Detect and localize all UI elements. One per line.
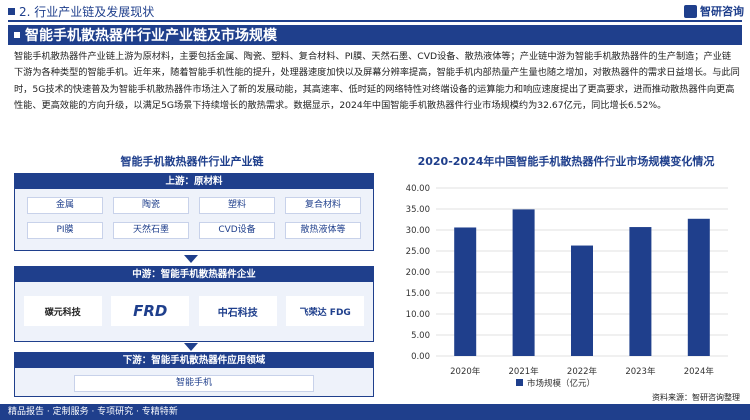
y-tick-label: 25.00 <box>406 247 430 257</box>
y-tick-label: 15.00 <box>406 289 430 299</box>
x-tick-label: 2022年 <box>567 366 598 377</box>
legend-label: 市场规模（亿元） <box>527 378 595 389</box>
company-logo: 中石科技 <box>198 296 277 326</box>
midstream-header: 中游：智能手机散热器件企业 <box>15 267 373 282</box>
x-tick-label: 2023年 <box>625 366 656 377</box>
y-tick-label: 0.00 <box>411 352 430 362</box>
y-tick-label: 20.00 <box>406 268 430 278</box>
company-logo: 飞荣达 FDG <box>286 296 365 326</box>
intro-paragraph: 智能手机散热器件产业链上游为原材料，主要包括金属、陶瓷、塑料、复合材料、PI膜、… <box>14 51 740 112</box>
downstream-header: 下游：智能手机散热器件应用领域 <box>15 353 373 368</box>
y-tick-label: 5.00 <box>411 331 430 341</box>
brand-logo: 智研咨询 <box>684 3 744 19</box>
x-tick-label: 2024年 <box>684 366 715 377</box>
upstream-panel: 上游：原材料 金属 陶瓷 塑料 复合材料 PI膜 天然石墨 CVD设备 散热液体… <box>14 173 374 251</box>
x-tick-label: 2020年 <box>450 366 481 377</box>
footer-bar <box>0 404 750 420</box>
section-title: 2. 行业产业链及发展现状 <box>8 3 154 20</box>
company-logo: FRD <box>111 296 190 326</box>
downstream-panel: 下游：智能手机散热器件应用领域 智能手机 <box>14 352 374 397</box>
upstream-item: 天然石墨 <box>113 222 189 239</box>
bar <box>687 218 710 356</box>
downstream-item: 智能手机 <box>74 375 314 392</box>
down-arrow-icon <box>184 343 198 351</box>
y-tick-label: 35.00 <box>406 205 430 215</box>
chain-title: 智能手机散热器件行业产业链 <box>120 155 264 168</box>
bar <box>571 245 593 356</box>
midstream-panel: 中游：智能手机散热器件企业 碳元科技 FRD 中石科技 飞荣达 FDG <box>14 266 374 342</box>
upstream-item: PI膜 <box>27 222 103 239</box>
upstream-header: 上游：原材料 <box>15 174 373 189</box>
header-divider <box>8 20 742 22</box>
legend-swatch <box>516 379 523 386</box>
upstream-item: 金属 <box>27 197 103 214</box>
market-size-chart: 0.00 5.00 10.00 15.00 20.00 25.00 30.00 35.00 40… <box>406 184 728 389</box>
chart-title: 2020-2024年中国智能手机散热器件行业市场规模变化情况 <box>417 155 715 168</box>
y-tick-label: 10.00 <box>406 310 430 320</box>
upstream-item: 复合材料 <box>285 197 361 214</box>
upstream-item: 塑料 <box>199 197 275 214</box>
bar <box>454 227 477 356</box>
bar <box>512 209 535 356</box>
upstream-item: 散热液体等 <box>285 222 361 239</box>
upstream-item: CVD设备 <box>199 222 275 239</box>
x-tick-label: 2021年 <box>509 366 540 377</box>
y-tick-label: 30.00 <box>406 226 430 236</box>
down-arrow-icon <box>184 255 198 263</box>
upstream-item: 陶瓷 <box>113 197 189 214</box>
footer-text: 精品报告 · 定制服务 · 专项研究 · 专精特新 <box>8 407 178 417</box>
y-tick-label: 40.00 <box>406 184 430 194</box>
bar <box>629 227 652 356</box>
company-logo: 碳元科技 <box>23 296 102 326</box>
page-banner: 智能手机散热器件行业产业链及市场规模 <box>8 25 742 45</box>
source-note: 资料来源：智研咨询整理 <box>652 393 740 402</box>
brand-logo-icon <box>684 4 697 18</box>
